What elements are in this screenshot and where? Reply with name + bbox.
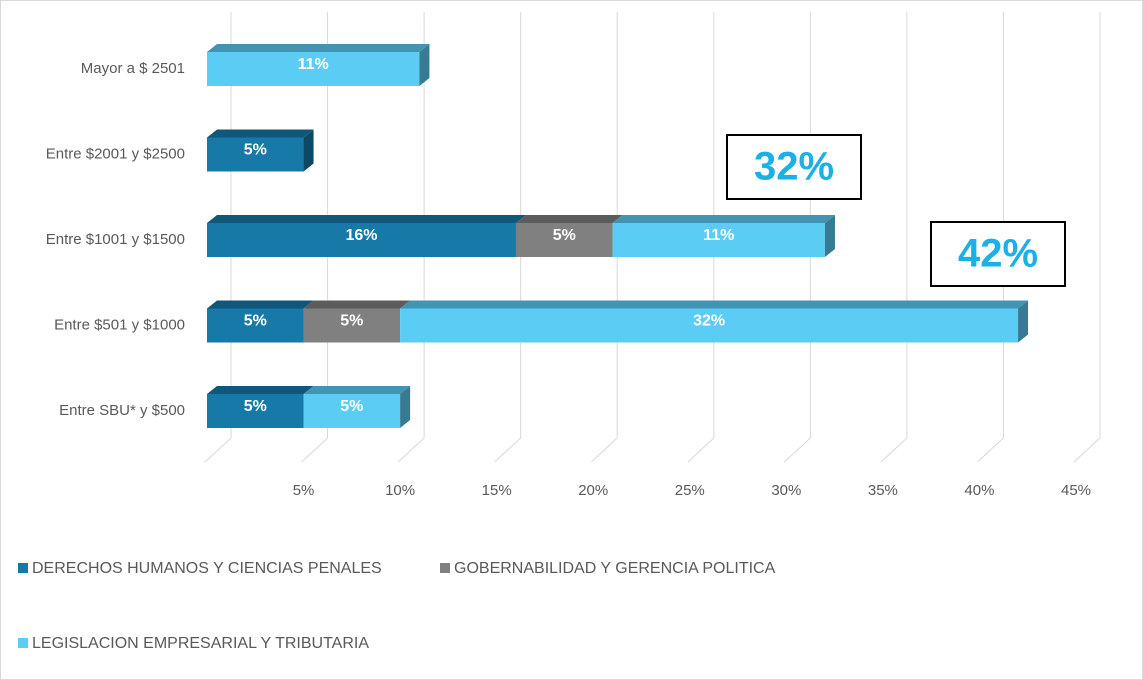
grid-line bbox=[977, 12, 1004, 463]
bar-top bbox=[207, 300, 314, 309]
legend-label: DERECHOS HUMANOS Y CIENCIAS PENALES bbox=[32, 560, 382, 577]
x-tick-label: 45% bbox=[1061, 482, 1091, 499]
legend: DERECHOS HUMANOS Y CIENCIAS PENALES GOBER… bbox=[18, 560, 776, 652]
bar bbox=[207, 394, 304, 428]
legend-swatch bbox=[440, 563, 450, 573]
bar-top bbox=[207, 44, 430, 52]
bar bbox=[207, 308, 304, 343]
annotation: 42% bbox=[958, 232, 1038, 276]
value-label: 5% bbox=[244, 142, 267, 159]
value-label: 5% bbox=[553, 227, 576, 244]
x-tick-label: 10% bbox=[385, 482, 415, 499]
x-tick-label: 25% bbox=[675, 482, 705, 499]
grid-line bbox=[301, 12, 329, 463]
bar bbox=[400, 308, 1019, 343]
x-tick-label: 20% bbox=[578, 482, 608, 499]
bar-top bbox=[612, 215, 835, 223]
y-tick-label: Entre SBU* y $500 bbox=[59, 402, 185, 419]
value-label: 11% bbox=[703, 227, 734, 244]
bar-side bbox=[303, 129, 314, 172]
bar bbox=[207, 137, 304, 172]
legend-swatch bbox=[18, 563, 28, 573]
bar-top bbox=[207, 215, 526, 223]
grid-line bbox=[494, 12, 522, 463]
legend-swatch bbox=[18, 638, 28, 648]
grid-line bbox=[880, 12, 908, 463]
grid-line bbox=[1073, 12, 1101, 463]
grid: 5% 10% 15% 20% 25% 30% 35% 40% 45% bbox=[204, 12, 1101, 499]
legend-label: LEGISLACION EMPRESARIAL Y TRIBUTARIA bbox=[32, 635, 369, 652]
bar-top bbox=[207, 129, 314, 138]
value-label: 16% bbox=[345, 227, 377, 244]
bar-top bbox=[400, 300, 1029, 309]
grid-line bbox=[687, 12, 715, 463]
x-tick-label: 15% bbox=[482, 482, 512, 499]
grid-line bbox=[590, 12, 618, 463]
bar bbox=[303, 308, 401, 343]
y-tick-label: Entre $1001 y $1500 bbox=[46, 231, 185, 248]
bar-side bbox=[400, 386, 411, 428]
bar-side bbox=[824, 215, 835, 257]
bar-side bbox=[1018, 300, 1029, 343]
y-tick-label: Entre $2001 y $2500 bbox=[46, 145, 185, 162]
bar bbox=[515, 223, 613, 257]
x-tick-label: 40% bbox=[964, 482, 994, 499]
bars: Mayor a $ 2501 11% Entre $2001 y $2500 5% En… bbox=[46, 44, 1029, 428]
value-label: 32% bbox=[693, 313, 725, 330]
value-label: 5% bbox=[244, 313, 267, 330]
grid-line bbox=[397, 12, 425, 463]
x-tick-label: 30% bbox=[771, 482, 801, 499]
y-tick-label: Entre $501 y $1000 bbox=[54, 316, 185, 333]
y-tick-label: Mayor a $ 2501 bbox=[81, 60, 185, 77]
annotation-box bbox=[726, 134, 862, 200]
value-label: 11% bbox=[298, 56, 329, 73]
annotation: 32% bbox=[754, 145, 834, 189]
value-label: 5% bbox=[340, 398, 363, 415]
legend-label: GOBERNABILIDAD Y GERENCIA POLITICA bbox=[454, 560, 776, 577]
bar bbox=[612, 223, 825, 257]
bar-top bbox=[303, 300, 411, 309]
bar bbox=[303, 394, 401, 428]
value-label: 5% bbox=[340, 313, 363, 330]
bar-top bbox=[207, 386, 314, 394]
bar-top bbox=[303, 386, 411, 394]
bar-top bbox=[515, 215, 623, 223]
bar bbox=[207, 52, 420, 86]
bar bbox=[207, 223, 516, 257]
x-tick-label: 35% bbox=[868, 482, 898, 499]
x-tick-label: 5% bbox=[293, 482, 315, 499]
value-label: 5% bbox=[244, 398, 267, 415]
bar-side bbox=[419, 44, 430, 86]
annotation-box bbox=[930, 221, 1066, 287]
